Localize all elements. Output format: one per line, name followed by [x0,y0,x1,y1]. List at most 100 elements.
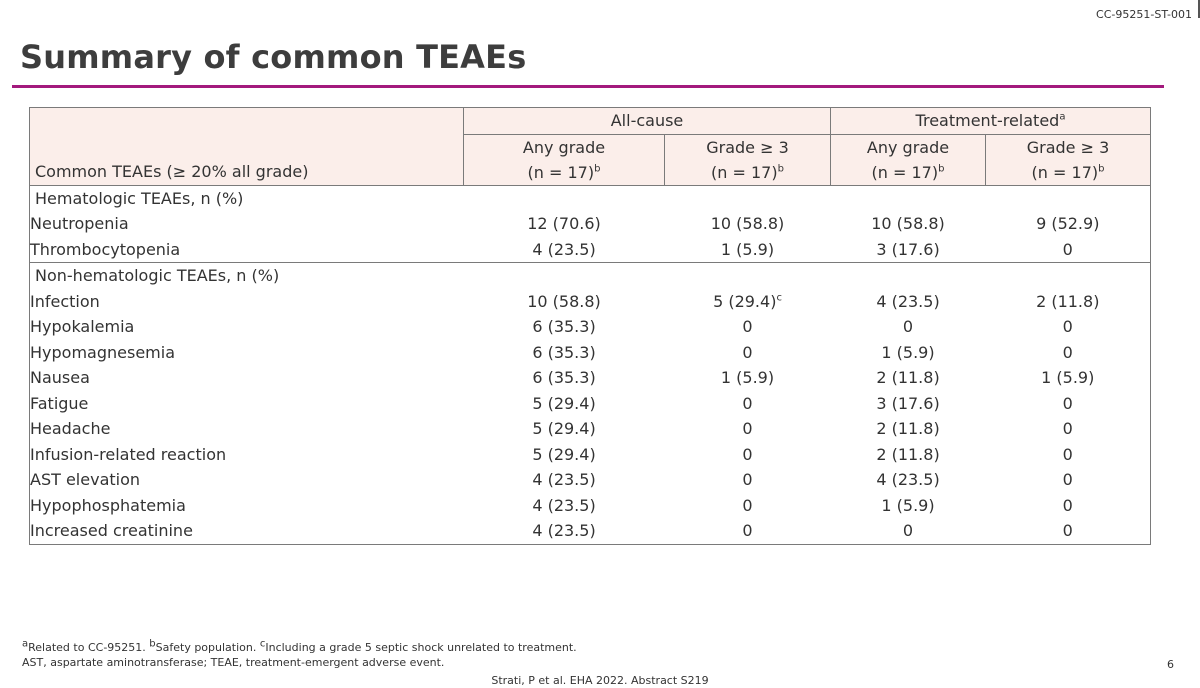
cell-value: 0 [742,393,753,413]
stub-header: Common TEAEs (≥ 20% all grade) [29,134,464,186]
table-row: Fatigue 5 (29.4) 0 3 (17.6) 0 [30,391,1151,417]
footnote-marker: b [938,163,945,175]
footnote-marker: b [1098,163,1105,175]
footnote-marker: c [259,638,266,650]
subheader-line1: Grade ≥ 3 [706,137,789,157]
table-row: Infusion-related reaction 5 (29.4) 0 2 (… [30,442,1151,468]
cell-value: 0 [1062,521,1073,541]
cell-value: 5 (29.4) [532,393,596,413]
cell-value: 0 [742,495,753,515]
cell-value: 1 (5.9) [1041,368,1095,388]
cell-value: 12 (70.6) [527,214,601,234]
cell-value: 9 (52.9) [1036,214,1100,234]
footnotes: aRelated to CC-95251. bSafety population… [22,638,577,670]
row-label: Headache [30,419,111,439]
cell-value: 0 [742,342,753,362]
subheader-line2: (n = 17) [527,162,595,182]
cell-value: 2 (11.8) [876,419,940,439]
cell-value: 0 [902,317,914,337]
footnote-marker: a [1059,111,1066,123]
cell-value: 10 (58.8) [527,291,601,311]
section-row-non-hematologic: Non-hematologic TEAEs, n (%) [29,262,1151,289]
subheader-line1: Grade ≥ 3 [1026,137,1110,157]
table-row: Hypophosphatemia 4 (23.5) 0 1 (5.9) 0 [30,493,1151,519]
row-label: Increased creatinine [30,521,193,541]
cell-value: 5 (29.4)c [665,289,831,315]
treatment-related-header: Treatment-relateda [829,107,1151,135]
cell-value: 1 (5.9) [720,239,775,259]
page-number: 6 [1167,658,1174,671]
row-label: Hypokalemia [30,317,135,337]
subheader-all-cause-any-grade: Any grade (n = 17)b [463,134,665,186]
cell-value: 0 [742,419,753,439]
slide-title: Summary of common TEAEs [20,38,527,76]
cell-value: 4 (23.5) [876,291,940,311]
cell-value: 0 [742,444,753,464]
subheader-line2: (n = 17) [871,162,939,182]
cell-value: 1 (5.9) [881,495,935,515]
footnote-marker: b [149,638,156,650]
subheader-line2: (n = 17) [1031,162,1099,182]
subheader-related-any-grade: Any grade (n = 17)b [830,134,986,186]
cell-value: 0 [902,521,914,541]
row-label: AST elevation [30,470,141,490]
row-label: Hypophosphatemia [30,495,186,515]
cell-value: 5 (29.4) [532,444,596,464]
cell-value: 5 (29.4) [532,419,596,439]
cell-value: 2 (11.8) [1036,291,1100,311]
cell-value: 0 [742,317,753,337]
table-row: Increased creatinine 4 (23.5) 0 0 0 [30,518,1151,544]
cell-value: 0 [742,470,753,490]
cell-value: 3 (17.6) [876,393,940,413]
cell-value: 6 (35.3) [532,368,596,388]
cell-value: 0 [1062,317,1073,337]
footnote-marker: a [22,638,29,650]
subheader-all-cause-grade3: Grade ≥ 3 (n = 17)b [664,134,831,186]
sub-header-row: Common TEAEs (≥ 20% all grade) Any grade… [29,134,1151,186]
footnote-line-2: AST, aspartate aminotransferase; TEAE, t… [22,656,445,669]
table-row: Infection 10 (58.8) 5 (29.4)c 4 (23.5) 2… [30,289,1151,315]
footnote-text: Including a grade 5 septic shock unrelat… [265,641,577,654]
footnote-text: Related to CC-95251. [28,641,150,654]
footnote-marker: b [777,163,784,175]
cell-value: 0 [1062,444,1073,464]
table-row: Headache 5 (29.4) 0 2 (11.8) 0 [30,416,1151,442]
row-label: Fatigue [30,393,89,413]
footnote-marker: c [776,292,782,304]
group-header-row: All-cause Treatment-relateda [29,107,1151,135]
table-row: Hypokalemia 6 (35.3) 0 0 0 [30,314,1151,340]
all-cause-header: All-cause [463,107,831,135]
cell-value: 0 [1062,495,1073,515]
table-row: Thrombocytopenia 4 (23.5) 1 (5.9) 3 (17.… [30,237,1151,263]
citation: Strati, P et al. EHA 2022. Abstract S219 [491,674,709,687]
subheader-related-grade3: Grade ≥ 3 (n = 17)b [984,134,1151,186]
row-label: Thrombocytopenia [30,239,181,259]
treatment-related-label: Treatment-related [915,111,1060,131]
cell-value: 2 (11.8) [876,444,940,464]
cell-value: 2 (11.8) [876,368,940,388]
cell-value: 0 [1062,419,1073,439]
section-title: Non-hematologic TEAEs, n (%) [29,262,1151,289]
row-label: Infusion-related reaction [30,444,227,464]
cell-value: 0 [1062,470,1073,490]
section-title: Hematologic TEAEs, n (%) [35,188,244,208]
cell-value: 4 (23.5) [532,470,596,490]
footnote-line-1: aRelated to CC-95251. bSafety population… [22,638,577,655]
title-underline [12,85,1164,88]
document-id: CC-95251-ST-001 [1096,8,1192,21]
cell-value: 0 [1062,393,1073,413]
table-row: Nausea 6 (35.3) 1 (5.9) 2 (11.8) 1 (5.9) [30,365,1151,391]
cell-value: 4 (23.5) [532,495,596,515]
cell-value: 1 (5.9) [881,342,935,362]
all-cause-label: All-cause [610,111,684,131]
cell-value: 0 [1062,342,1073,362]
subheader-line1: Any grade [866,137,950,157]
cell-value: 1 (5.9) [720,368,775,388]
section-row-hematologic: Hematologic TEAEs, n (%) [30,185,1151,211]
subheader-line2: (n = 17) [711,162,778,182]
cell-value: 4 (23.5) [532,521,596,541]
cell-value: 10 (58.8) [871,214,945,234]
table-row: AST elevation 4 (23.5) 0 4 (23.5) 0 [30,467,1151,493]
subheader-line1: Any grade [522,137,606,157]
cell-value: 0 [1062,239,1073,259]
